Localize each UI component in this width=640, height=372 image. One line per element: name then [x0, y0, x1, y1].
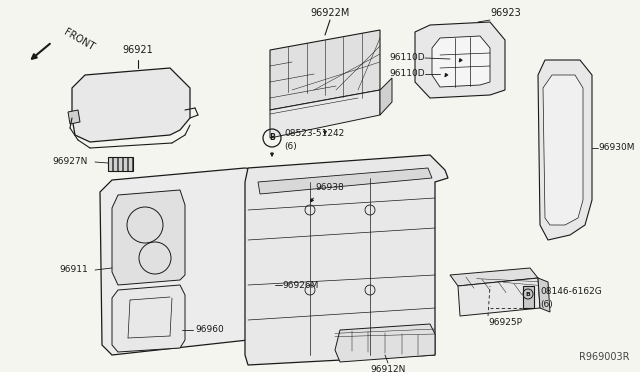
- Text: 96110D: 96110D: [389, 54, 425, 62]
- Text: 96923: 96923: [490, 8, 521, 18]
- Text: 96925P: 96925P: [488, 318, 522, 327]
- Polygon shape: [335, 324, 435, 362]
- Polygon shape: [245, 155, 448, 365]
- Polygon shape: [538, 60, 592, 240]
- Text: R969003R: R969003R: [579, 352, 630, 362]
- Polygon shape: [72, 68, 190, 142]
- Bar: [118, 157, 122, 171]
- Polygon shape: [112, 190, 185, 285]
- Polygon shape: [538, 278, 550, 312]
- Polygon shape: [458, 278, 540, 316]
- Text: 08146-6162G: 08146-6162G: [540, 288, 602, 296]
- Bar: [113, 157, 117, 171]
- Bar: [123, 157, 127, 171]
- Polygon shape: [543, 75, 583, 225]
- Text: B: B: [525, 292, 531, 296]
- Text: 96912N: 96912N: [371, 365, 406, 372]
- Text: 96110D: 96110D: [389, 70, 425, 78]
- Text: (6): (6): [284, 141, 297, 151]
- Text: 96921: 96921: [123, 45, 154, 55]
- Polygon shape: [380, 78, 392, 115]
- Text: 96938: 96938: [315, 183, 344, 192]
- Polygon shape: [270, 90, 380, 138]
- Text: 96922M: 96922M: [310, 8, 349, 18]
- Text: B: B: [269, 134, 275, 142]
- Bar: [128, 157, 132, 171]
- Polygon shape: [100, 168, 315, 355]
- Bar: [108, 157, 133, 171]
- Text: (6): (6): [540, 299, 553, 308]
- Polygon shape: [432, 36, 490, 87]
- Text: 96930M: 96930M: [598, 144, 634, 153]
- Text: 96911: 96911: [60, 266, 88, 275]
- Polygon shape: [68, 110, 80, 124]
- Text: FRONT: FRONT: [62, 27, 96, 53]
- Polygon shape: [270, 30, 380, 110]
- Polygon shape: [415, 22, 505, 98]
- Text: 96926M: 96926M: [282, 280, 318, 289]
- Text: 96927N: 96927N: [52, 157, 88, 167]
- Polygon shape: [450, 268, 538, 286]
- Polygon shape: [258, 168, 432, 194]
- Text: 96960: 96960: [195, 326, 224, 334]
- Polygon shape: [112, 285, 185, 352]
- Bar: [108, 157, 112, 171]
- Bar: [523, 286, 534, 308]
- Text: 08523-51242: 08523-51242: [284, 129, 344, 138]
